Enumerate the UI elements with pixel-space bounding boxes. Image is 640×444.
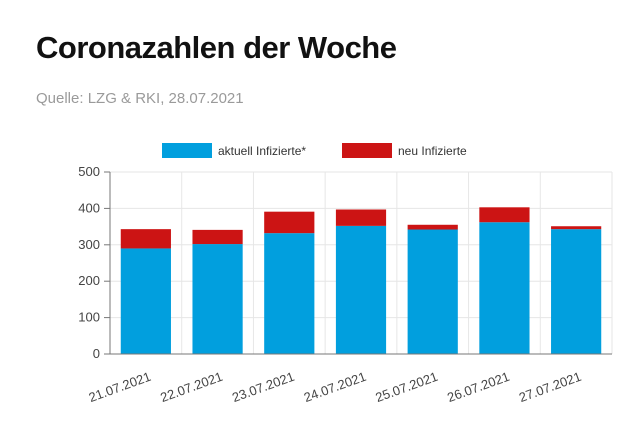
legend-label-aktuell: aktuell Infizierte* — [218, 144, 306, 158]
y-tick-label: 400 — [78, 200, 100, 215]
x-tick-label: 24.07.2021 — [302, 369, 368, 405]
legend-swatch-aktuell — [162, 143, 212, 158]
bar-neu-infizierte[interactable] — [407, 224, 458, 230]
x-tick-label: 25.07.2021 — [373, 369, 439, 405]
legend-swatch-neu — [342, 143, 392, 158]
bar-aktuell-infizierte[interactable] — [479, 222, 530, 354]
y-tick-label: 200 — [78, 273, 100, 288]
bar-aktuell-infizierte[interactable] — [551, 229, 602, 354]
x-tick-label: 27.07.2021 — [517, 369, 583, 405]
legend-item-aktuell[interactable]: aktuell Infizierte* — [162, 143, 306, 158]
x-tick-label: 26.07.2021 — [445, 369, 511, 405]
y-tick-label: 0 — [93, 346, 100, 361]
y-tick-label: 500 — [78, 164, 100, 179]
legend-item-neu[interactable]: neu Infizierte — [342, 143, 467, 158]
x-tick-label: 22.07.2021 — [158, 369, 224, 405]
bar-neu-infizierte[interactable] — [479, 207, 530, 223]
bar-aktuell-infizierte[interactable] — [407, 229, 458, 354]
legend-label-neu: neu Infizierte — [398, 144, 467, 158]
source-caption: Quelle: LZG & RKI, 28.07.2021 — [36, 90, 244, 107]
y-tick-label: 100 — [78, 310, 100, 325]
bar-aktuell-infizierte[interactable] — [264, 233, 315, 354]
x-tick-label: 21.07.2021 — [87, 369, 153, 405]
bar-layer — [120, 207, 602, 354]
bar-neu-infizierte[interactable] — [335, 209, 387, 226]
y-tick-label: 300 — [78, 237, 100, 252]
bar-aktuell-infizierte[interactable] — [192, 244, 243, 354]
bar-neu-infizierte[interactable] — [264, 211, 315, 234]
bar-aktuell-infizierte[interactable] — [120, 248, 171, 354]
bar-neu-infizierte[interactable] — [192, 229, 243, 245]
bar-neu-infizierte[interactable] — [551, 226, 602, 230]
x-tick-label: 23.07.2021 — [230, 369, 296, 405]
chart-title: Coronazahlen der Woche — [36, 30, 397, 65]
legend: aktuell Infizierte* neu Infizierte — [162, 143, 467, 158]
bar-neu-infizierte[interactable] — [120, 229, 171, 249]
bar-aktuell-infizierte[interactable] — [335, 225, 387, 354]
